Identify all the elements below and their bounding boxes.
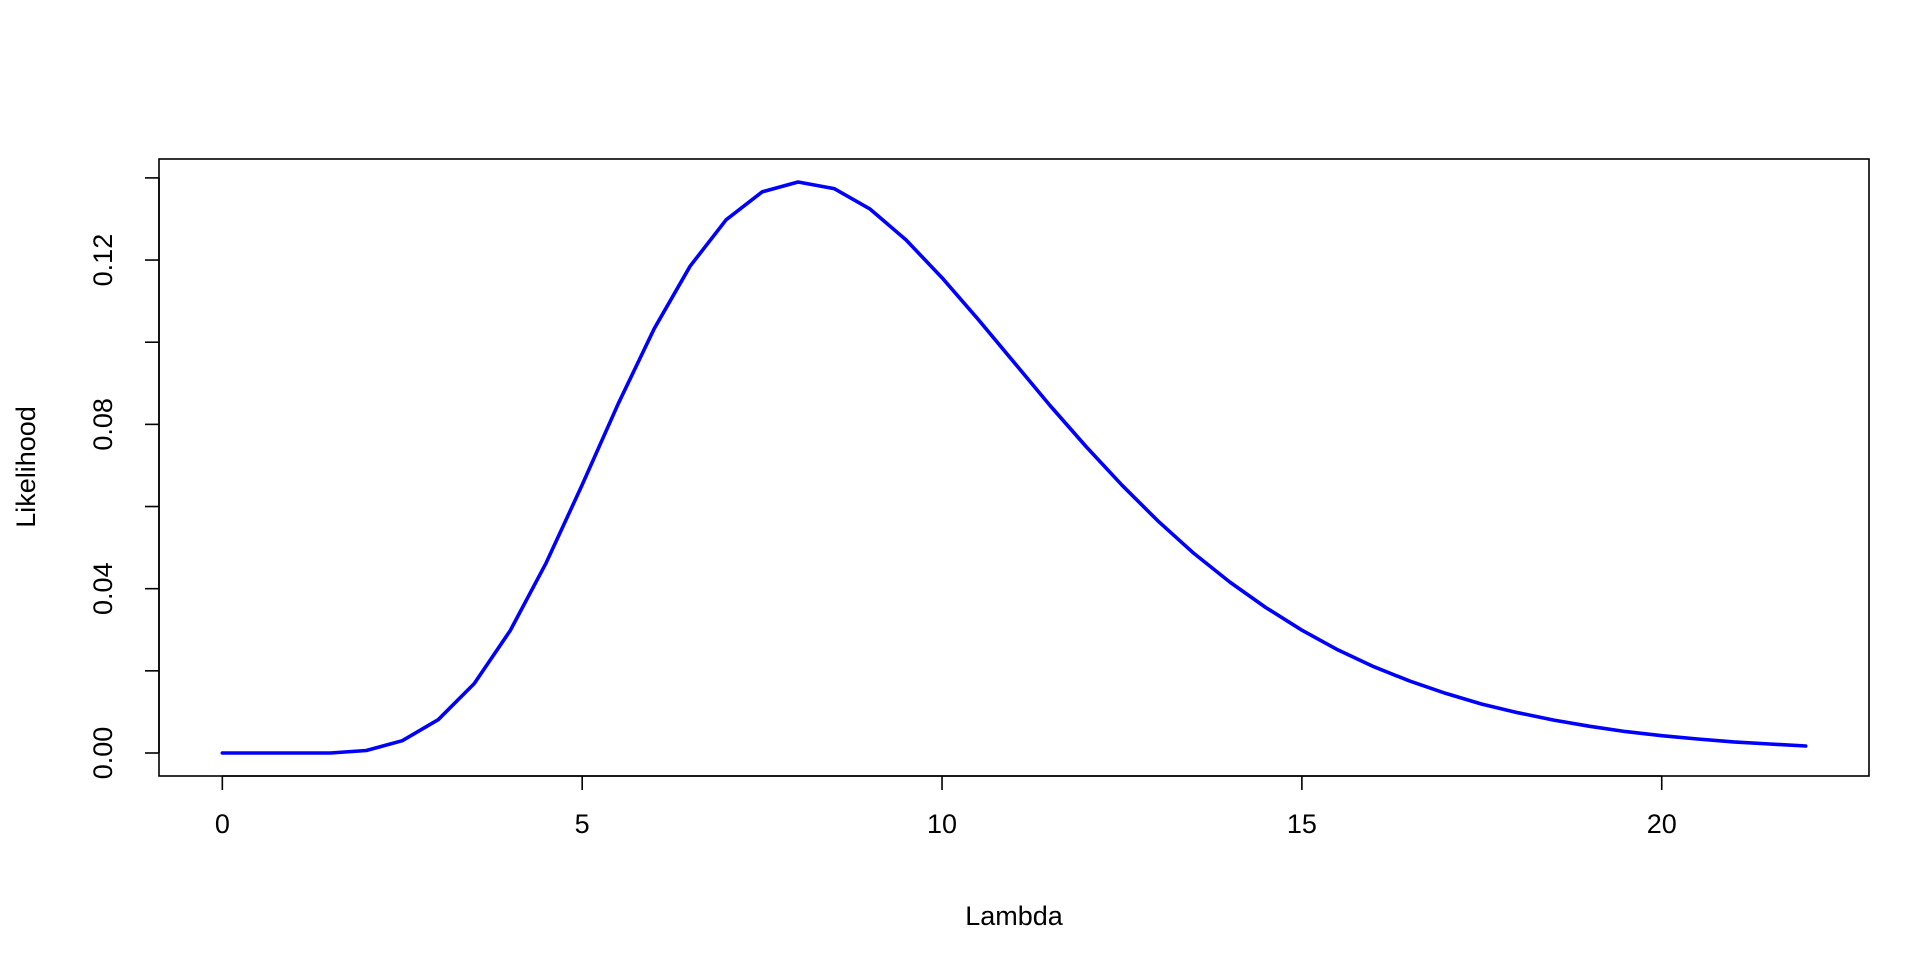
- likelihood-line: [220, 180, 1808, 755]
- x-tick-label: 10: [927, 809, 957, 839]
- x-axis: 0 5 10 15 20: [215, 775, 1677, 839]
- y-tick-label: 0.08: [88, 398, 118, 451]
- x-tick-label: 20: [1647, 809, 1677, 839]
- y-axis-title: Likelihood: [11, 406, 41, 528]
- x-tick-label: 5: [575, 809, 590, 839]
- y-tick-label: 0.12: [88, 234, 118, 287]
- y-axis: 0.00 0.04 0.08 0.12: [88, 177, 160, 780]
- y-tick-label: 0.04: [88, 562, 118, 615]
- x-tick-label: 15: [1287, 809, 1317, 839]
- series-layer: [220, 180, 1808, 755]
- x-axis-title: Lambda: [965, 901, 1064, 931]
- x-tick-label: 0: [215, 809, 230, 839]
- plot-frame: [158, 158, 1870, 777]
- y-tick-label: 0.00: [88, 727, 118, 780]
